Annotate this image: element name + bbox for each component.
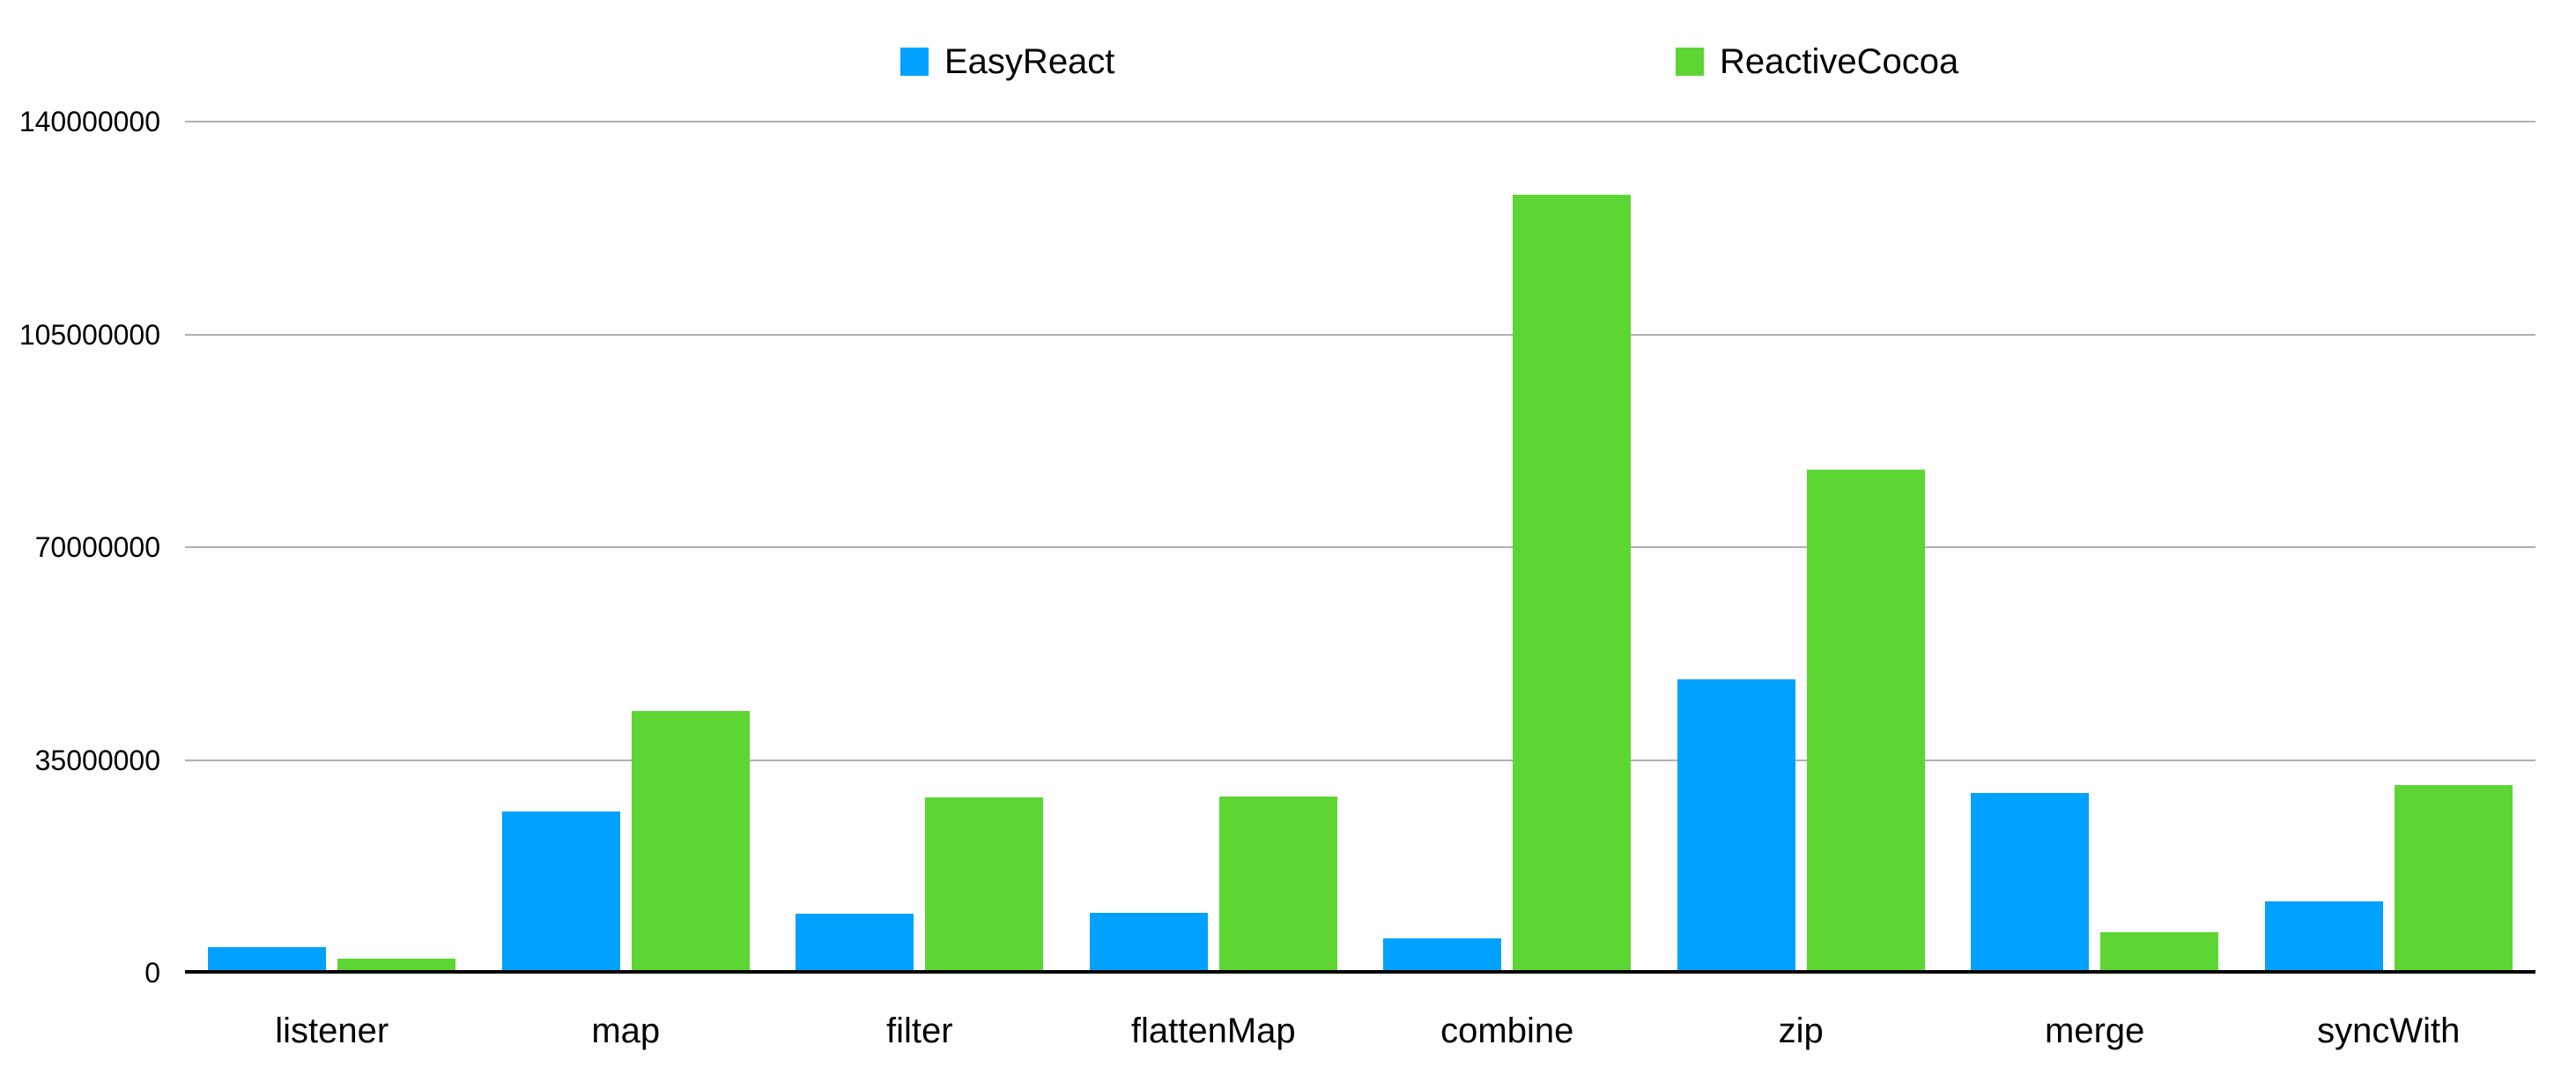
bar-group-syncWith — [2242, 785, 2536, 973]
legend-item-easyreact: EasyReact — [900, 41, 1115, 81]
bar-reactivecocoa-combine — [1513, 195, 1632, 973]
bar-group-map — [479, 711, 774, 973]
bar-reactivecocoa-flattenMap — [1218, 797, 1337, 973]
y-axis-tick-0: 0 — [144, 957, 160, 989]
bar-group-listener — [185, 947, 479, 973]
gridline-70000000 — [185, 546, 2535, 548]
y-axis-tick-70000000: 70000000 — [34, 531, 160, 563]
bar-reactivecocoa-filter — [925, 797, 1044, 973]
x-axis-label-syncWith: syncWith — [2317, 1012, 2461, 1050]
x-axis-label-filter: filter — [885, 1012, 953, 1050]
gridline-35000000 — [185, 759, 2535, 761]
bar-reactivecocoa-listener — [337, 959, 456, 973]
y-axis-tick-140000000: 140000000 — [19, 106, 160, 137]
bar-group-merge — [1948, 793, 2242, 973]
bar-easyreact-listener — [208, 947, 327, 973]
y-axis-tick-35000000: 35000000 — [34, 744, 160, 776]
x-axis-label-merge: merge — [2045, 1012, 2145, 1050]
bar-group-zip — [1654, 470, 1949, 973]
x-axis-label-flattenMap: flattenMap — [1130, 1012, 1296, 1050]
bar-group-filter — [773, 797, 1067, 973]
bar-easyreact-filter — [796, 914, 914, 973]
bar-group-combine — [1360, 195, 1654, 973]
bar-group-flattenMap — [1067, 797, 1361, 973]
y-axis-tick-105000000: 105000000 — [19, 318, 160, 351]
bar-reactivecocoa-merge — [2100, 932, 2219, 973]
gridline-105000000 — [185, 333, 2535, 336]
x-axis-label-listener: listener — [275, 1012, 389, 1050]
legend-item-reactivecocoa: ReactiveCocoa — [1676, 41, 1959, 81]
bar-reactivecocoa-syncWith — [2394, 785, 2513, 973]
x-axis-line — [185, 970, 2535, 974]
bar-easyreact-flattenMap — [1089, 913, 1208, 973]
legend-label-easyreact: EasyReact — [944, 41, 1115, 81]
x-axis-label-zip: zip — [1778, 1012, 1824, 1050]
legend-swatch-easyreact — [900, 48, 929, 76]
bar-reactivecocoa-zip — [1806, 470, 1925, 973]
bar-easyreact-map — [501, 812, 620, 973]
bar-easyreact-syncWith — [2264, 901, 2383, 973]
x-axis-label-map: map — [591, 1012, 661, 1050]
x-axis-label-combine: combine — [1440, 1012, 1574, 1050]
bar-easyreact-merge — [1971, 793, 2090, 973]
legend-label-reactivecocoa: ReactiveCocoa — [1720, 41, 1959, 81]
bar-easyreact-zip — [1677, 679, 1795, 973]
bar-reactivecocoa-map — [631, 711, 750, 973]
legend-swatch-reactivecocoa — [1676, 48, 1704, 76]
gridline-140000000 — [185, 121, 2535, 122]
bar-easyreact-combine — [1383, 938, 1502, 973]
